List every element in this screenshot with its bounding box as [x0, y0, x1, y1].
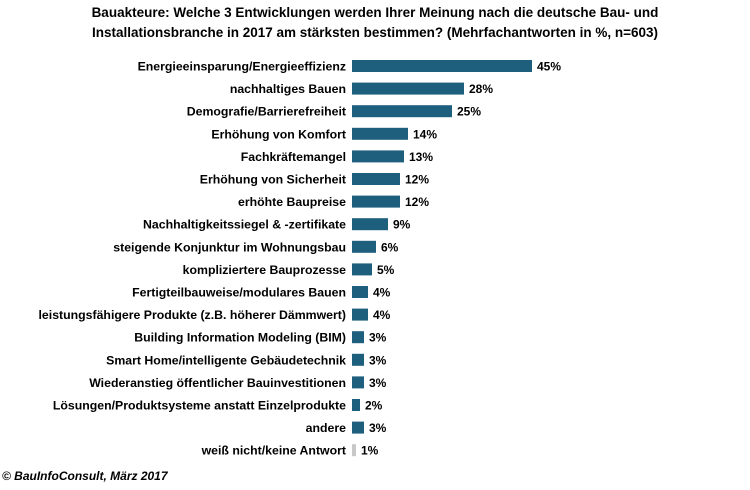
category-label: Wiederanstieg öffentlicher Bauinvestitio… — [89, 376, 346, 390]
category-label: erhöhte Baupreise — [238, 195, 346, 209]
data-label: 12% — [405, 195, 429, 209]
bar — [352, 150, 404, 163]
data-label: 3% — [369, 353, 387, 367]
bar — [352, 82, 464, 95]
bar — [352, 240, 376, 253]
category-label: steigende Konjunktur im Wohnungsbau — [113, 240, 346, 254]
data-label: 3% — [369, 421, 387, 435]
data-label: 12% — [405, 173, 429, 187]
data-label: 3% — [369, 376, 387, 390]
bar — [352, 444, 356, 457]
category-label: Fertigteilbauweise/modulares Bauen — [132, 286, 346, 300]
data-label: 4% — [373, 286, 391, 300]
bar — [352, 421, 364, 434]
category-label: Fachkräftemangel — [241, 150, 346, 164]
category-label: kompliziertere Bauprozesse — [183, 263, 346, 277]
bar — [352, 127, 408, 140]
data-label: 45% — [537, 60, 561, 74]
category-label: Smart Home/intelligente Gebäudetechnik — [106, 353, 346, 367]
category-label: Demografie/Barrierefreiheit — [187, 105, 346, 119]
category-label: Nachhaltigkeitssiegel & -zertifikate — [143, 218, 346, 232]
bar — [352, 376, 364, 389]
data-label: 5% — [377, 263, 395, 277]
category-label: Lösungen/Produktsysteme anstatt Einzelpr… — [53, 399, 346, 413]
bar — [352, 331, 364, 344]
bar — [352, 218, 388, 231]
bar — [352, 173, 400, 185]
data-label: 2% — [365, 399, 383, 413]
bar — [352, 105, 452, 118]
category-label: Building Information Modeling (BIM) — [134, 331, 346, 345]
category-label: leistungsfähigere Produkte (z.B. höherer… — [39, 308, 346, 322]
category-label: Erhöhung von Komfort — [211, 127, 346, 141]
data-label: 4% — [373, 308, 391, 322]
data-label: 6% — [381, 240, 399, 254]
category-label: Energieeinsparung/Energieeffizienz — [138, 60, 346, 74]
bar — [352, 353, 364, 366]
bar — [352, 60, 532, 72]
bar — [352, 263, 372, 276]
category-label: nachhaltiges Bauen — [230, 82, 346, 96]
chart-title: Bauakteure: Welche 3 Entwicklungen werde… — [0, 3, 750, 43]
chart-title-line-2: Installationsbranche in 2017 am stärkste… — [91, 25, 659, 40]
copyright-footer: © BauInfoConsult, März 2017 — [2, 469, 168, 483]
category-label: Erhöhung von Sicherheit — [200, 173, 346, 187]
category-label: weiß nicht/keine Antwort — [201, 444, 346, 458]
data-label: 25% — [457, 105, 481, 119]
data-label: 9% — [393, 218, 411, 232]
category-label: andere — [306, 421, 346, 435]
bar — [352, 286, 368, 298]
chart-title-line-1: Bauakteure: Welche 3 Entwicklungen werde… — [91, 5, 659, 20]
data-label: 13% — [409, 150, 433, 164]
data-label: 3% — [369, 331, 387, 345]
data-label: 14% — [413, 127, 437, 141]
data-label: 28% — [469, 82, 493, 96]
bar — [352, 399, 360, 411]
bar — [352, 195, 400, 208]
bar — [352, 308, 368, 321]
data-label: 1% — [361, 444, 379, 458]
